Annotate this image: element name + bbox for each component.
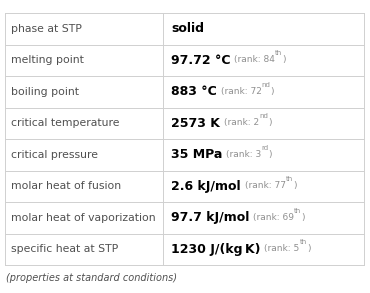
Text: 97.72 °C: 97.72 °C — [171, 54, 231, 67]
Text: th: th — [300, 239, 307, 245]
Text: ): ) — [269, 150, 272, 159]
Text: ): ) — [293, 181, 296, 190]
Text: 2.6 kJ/mol: 2.6 kJ/mol — [171, 180, 240, 193]
Text: specific heat at STP: specific heat at STP — [11, 244, 118, 254]
Text: ): ) — [307, 244, 310, 253]
Text: (properties at standard conditions): (properties at standard conditions) — [6, 273, 177, 283]
Text: nd: nd — [262, 82, 270, 88]
Text: ): ) — [268, 118, 271, 127]
Text: 883 °C: 883 °C — [171, 85, 217, 98]
Text: boiling point: boiling point — [11, 87, 79, 97]
Text: critical temperature: critical temperature — [11, 118, 120, 128]
Text: rd: rd — [262, 145, 269, 151]
Text: 1230 J/(kg K): 1230 J/(kg K) — [171, 243, 260, 256]
Text: th: th — [295, 208, 302, 214]
Text: 35 MPa: 35 MPa — [171, 148, 222, 161]
Text: (rank: 3: (rank: 3 — [226, 150, 262, 159]
Text: (rank: 5: (rank: 5 — [265, 244, 300, 253]
Text: ): ) — [283, 55, 286, 64]
Text: (rank: 77: (rank: 77 — [245, 181, 286, 190]
Text: molar heat of fusion: molar heat of fusion — [11, 181, 121, 191]
Text: nd: nd — [259, 113, 268, 119]
Text: th: th — [286, 176, 293, 182]
Text: (rank: 2: (rank: 2 — [224, 118, 259, 127]
Text: phase at STP: phase at STP — [11, 24, 82, 34]
Text: (rank: 69: (rank: 69 — [253, 213, 295, 222]
Text: ): ) — [302, 213, 305, 222]
Text: th: th — [275, 50, 283, 56]
Text: solid: solid — [171, 22, 204, 35]
Text: critical pressure: critical pressure — [11, 150, 98, 160]
Text: (rank: 72: (rank: 72 — [221, 87, 262, 96]
Text: 2573 K: 2573 K — [171, 117, 220, 130]
Text: molar heat of vaporization: molar heat of vaporization — [11, 213, 156, 223]
Text: (rank: 84: (rank: 84 — [235, 55, 275, 64]
Text: 97.7 kJ/mol: 97.7 kJ/mol — [171, 211, 249, 224]
Text: ): ) — [270, 87, 274, 96]
Text: melting point: melting point — [11, 55, 84, 65]
